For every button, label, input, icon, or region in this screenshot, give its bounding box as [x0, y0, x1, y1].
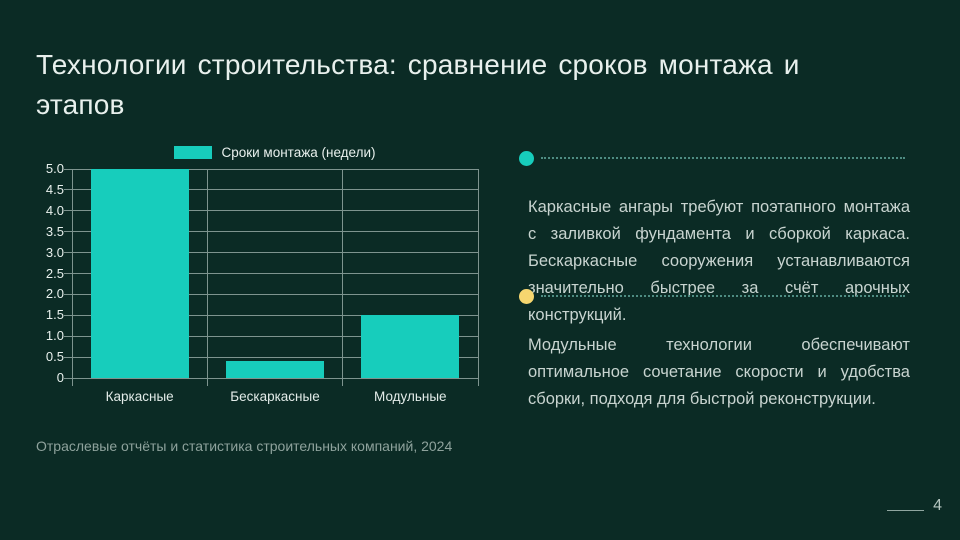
page-title-line-1: Технологии строительства: сравнение срок…	[36, 48, 800, 80]
y-tick-label: 1.5	[45, 307, 64, 323]
source-note: Отраслевые отчёты и статистика строитель…	[36, 438, 453, 454]
chart-legend: Сроки монтажа (недели)	[72, 143, 478, 161]
bullet-dot-teal	[519, 150, 534, 166]
bullet-divider-1	[519, 150, 905, 166]
legend-label: Сроки монтажа (недели)	[221, 144, 376, 160]
bullet-divider-2	[519, 288, 905, 304]
category-label: Бескаркасные	[230, 389, 320, 404]
y-tick-label: 2.5	[45, 265, 64, 281]
y-gridline	[64, 293, 478, 295]
category-label: Каркасные	[105, 389, 174, 404]
y-tick-label: 4.0	[45, 202, 64, 218]
y-tick-label: 0	[56, 370, 64, 385]
bullet-dot-yellow	[519, 288, 534, 304]
page-number: 4	[933, 497, 942, 514]
y-gridline	[64, 189, 478, 191]
y-tick-label: 4.5	[45, 181, 64, 197]
page-title-line-2: этапов	[36, 88, 125, 120]
y-gridline	[64, 168, 478, 170]
bullet-paragraph-2: Модульные технологии обеспечивают оптима…	[528, 335, 910, 408]
y-tick-label: 3.5	[45, 223, 64, 239]
y-gridline	[64, 314, 478, 316]
chart-bar	[226, 361, 324, 378]
category-label: Модульные	[374, 389, 447, 404]
y-gridline	[64, 210, 478, 212]
page-title: Технологии строительства: сравнение срок…	[36, 45, 926, 125]
category-separator	[206, 169, 208, 386]
bullet-paragraph-1: Каркасные ангары требуют поэтапного монт…	[528, 197, 910, 324]
y-gridline	[64, 252, 478, 254]
category-separator	[342, 169, 344, 386]
y-tick-label: 1.0	[45, 328, 64, 344]
y-gridline	[64, 377, 478, 379]
y-tick-label: 5.0	[45, 161, 64, 176]
category-separator	[477, 169, 479, 386]
y-gridline	[64, 231, 478, 233]
y-gridline	[64, 356, 478, 358]
category-separator	[71, 169, 73, 386]
y-tick-label: 2.0	[45, 286, 64, 302]
legend-swatch	[174, 145, 213, 159]
y-tick-label: 0.5	[45, 349, 64, 365]
y-gridline	[64, 335, 478, 337]
chart-bar	[361, 315, 460, 378]
chart-bar	[90, 169, 189, 378]
footer-line	[887, 510, 924, 511]
y-tick-label: 3.0	[45, 244, 64, 260]
y-gridline	[64, 273, 478, 274]
dotted-separator	[541, 157, 905, 159]
dotted-separator	[541, 295, 905, 297]
